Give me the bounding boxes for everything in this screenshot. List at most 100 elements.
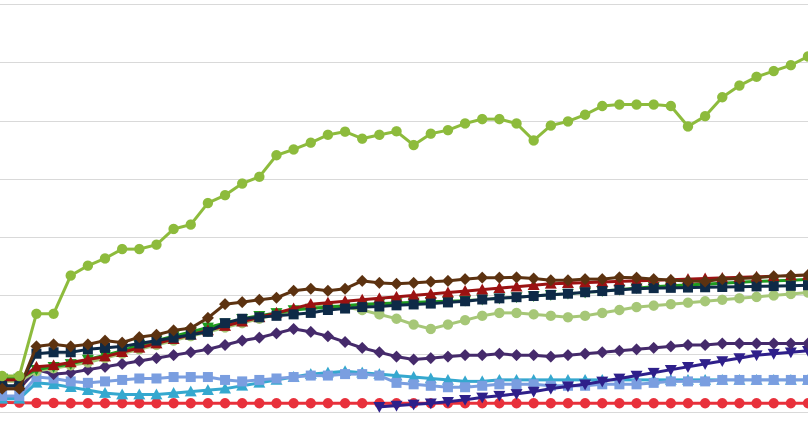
series-7 — [0, 322, 808, 395]
data-point — [373, 292, 386, 304]
data-point — [201, 343, 214, 356]
data-point — [630, 370, 643, 382]
data-point — [30, 340, 43, 353]
data-point — [699, 398, 711, 409]
data-point — [151, 398, 162, 409]
data-point — [13, 382, 26, 395]
data-point — [665, 376, 676, 387]
data-point — [733, 272, 746, 285]
data-point — [494, 293, 505, 304]
data-point — [305, 370, 316, 381]
data-point — [493, 282, 506, 293]
data-point — [407, 353, 420, 366]
data-point — [236, 296, 249, 309]
data-point — [544, 274, 557, 287]
data-point — [717, 92, 728, 103]
data-point — [99, 360, 112, 373]
data-point — [425, 380, 436, 391]
data-point — [424, 275, 437, 288]
data-point — [339, 295, 352, 307]
data-point — [493, 390, 506, 402]
data-point — [167, 324, 180, 337]
data-point — [357, 133, 368, 144]
data-point — [596, 346, 609, 359]
data-point — [236, 178, 248, 189]
data-point — [768, 65, 779, 77]
data-point — [82, 377, 93, 388]
data-point — [527, 279, 540, 291]
data-point — [784, 337, 797, 350]
data-point — [373, 346, 386, 359]
data-point — [699, 111, 711, 122]
data-point — [220, 374, 231, 385]
data-point — [81, 353, 94, 365]
data-point — [356, 341, 369, 354]
data-point — [614, 99, 625, 110]
data-point — [561, 274, 574, 287]
data-point — [116, 243, 128, 255]
data-point — [374, 309, 385, 320]
data-point — [681, 275, 694, 288]
data-point — [391, 300, 402, 311]
data-point — [287, 284, 300, 297]
data-point — [30, 360, 43, 372]
data-point — [134, 398, 145, 409]
data-point — [202, 398, 214, 409]
data-point — [322, 305, 333, 315]
data-point — [510, 271, 523, 284]
data-point — [681, 338, 694, 351]
data-point — [699, 296, 711, 307]
data-point — [682, 376, 693, 387]
data-point — [768, 398, 779, 409]
data-point — [287, 322, 300, 335]
data-point — [339, 282, 352, 295]
data-point — [734, 398, 745, 409]
data-point — [47, 338, 60, 351]
data-point — [99, 253, 111, 264]
data-point — [31, 348, 42, 359]
data-point — [373, 276, 386, 289]
data-point — [322, 398, 334, 409]
data-point — [493, 347, 506, 360]
data-point — [734, 374, 745, 385]
data-point — [48, 347, 59, 358]
data-point — [151, 239, 162, 250]
data-point — [185, 219, 196, 230]
data-point — [220, 318, 231, 329]
data-point — [304, 282, 317, 295]
data-point — [528, 398, 539, 409]
data-point — [459, 118, 471, 129]
data-point — [99, 334, 112, 347]
data-point — [716, 273, 729, 286]
data-point — [562, 398, 574, 409]
data-point — [288, 372, 299, 383]
data-point — [664, 340, 677, 353]
data-point — [151, 373, 162, 384]
data-point — [254, 171, 265, 183]
data-point — [717, 398, 728, 409]
data-point — [510, 389, 523, 400]
data-point — [407, 371, 420, 382]
data-point — [751, 374, 762, 385]
data-point — [304, 325, 317, 338]
data-point — [699, 338, 712, 351]
data-point — [150, 328, 163, 341]
data-point — [751, 281, 762, 292]
data-point — [81, 338, 94, 351]
data-point — [459, 394, 472, 406]
data-point — [340, 369, 351, 380]
series-line — [0, 55, 808, 379]
data-point — [167, 349, 180, 362]
data-point — [442, 382, 453, 393]
data-point — [390, 369, 403, 381]
data-point — [201, 384, 214, 395]
data-point — [390, 400, 403, 412]
data-point — [407, 399, 420, 411]
data-point — [116, 346, 129, 358]
data-point — [117, 374, 128, 385]
data-point — [321, 330, 334, 343]
data-point — [579, 347, 592, 360]
data-point — [116, 388, 129, 400]
data-point — [134, 243, 145, 255]
data-point — [14, 390, 25, 401]
